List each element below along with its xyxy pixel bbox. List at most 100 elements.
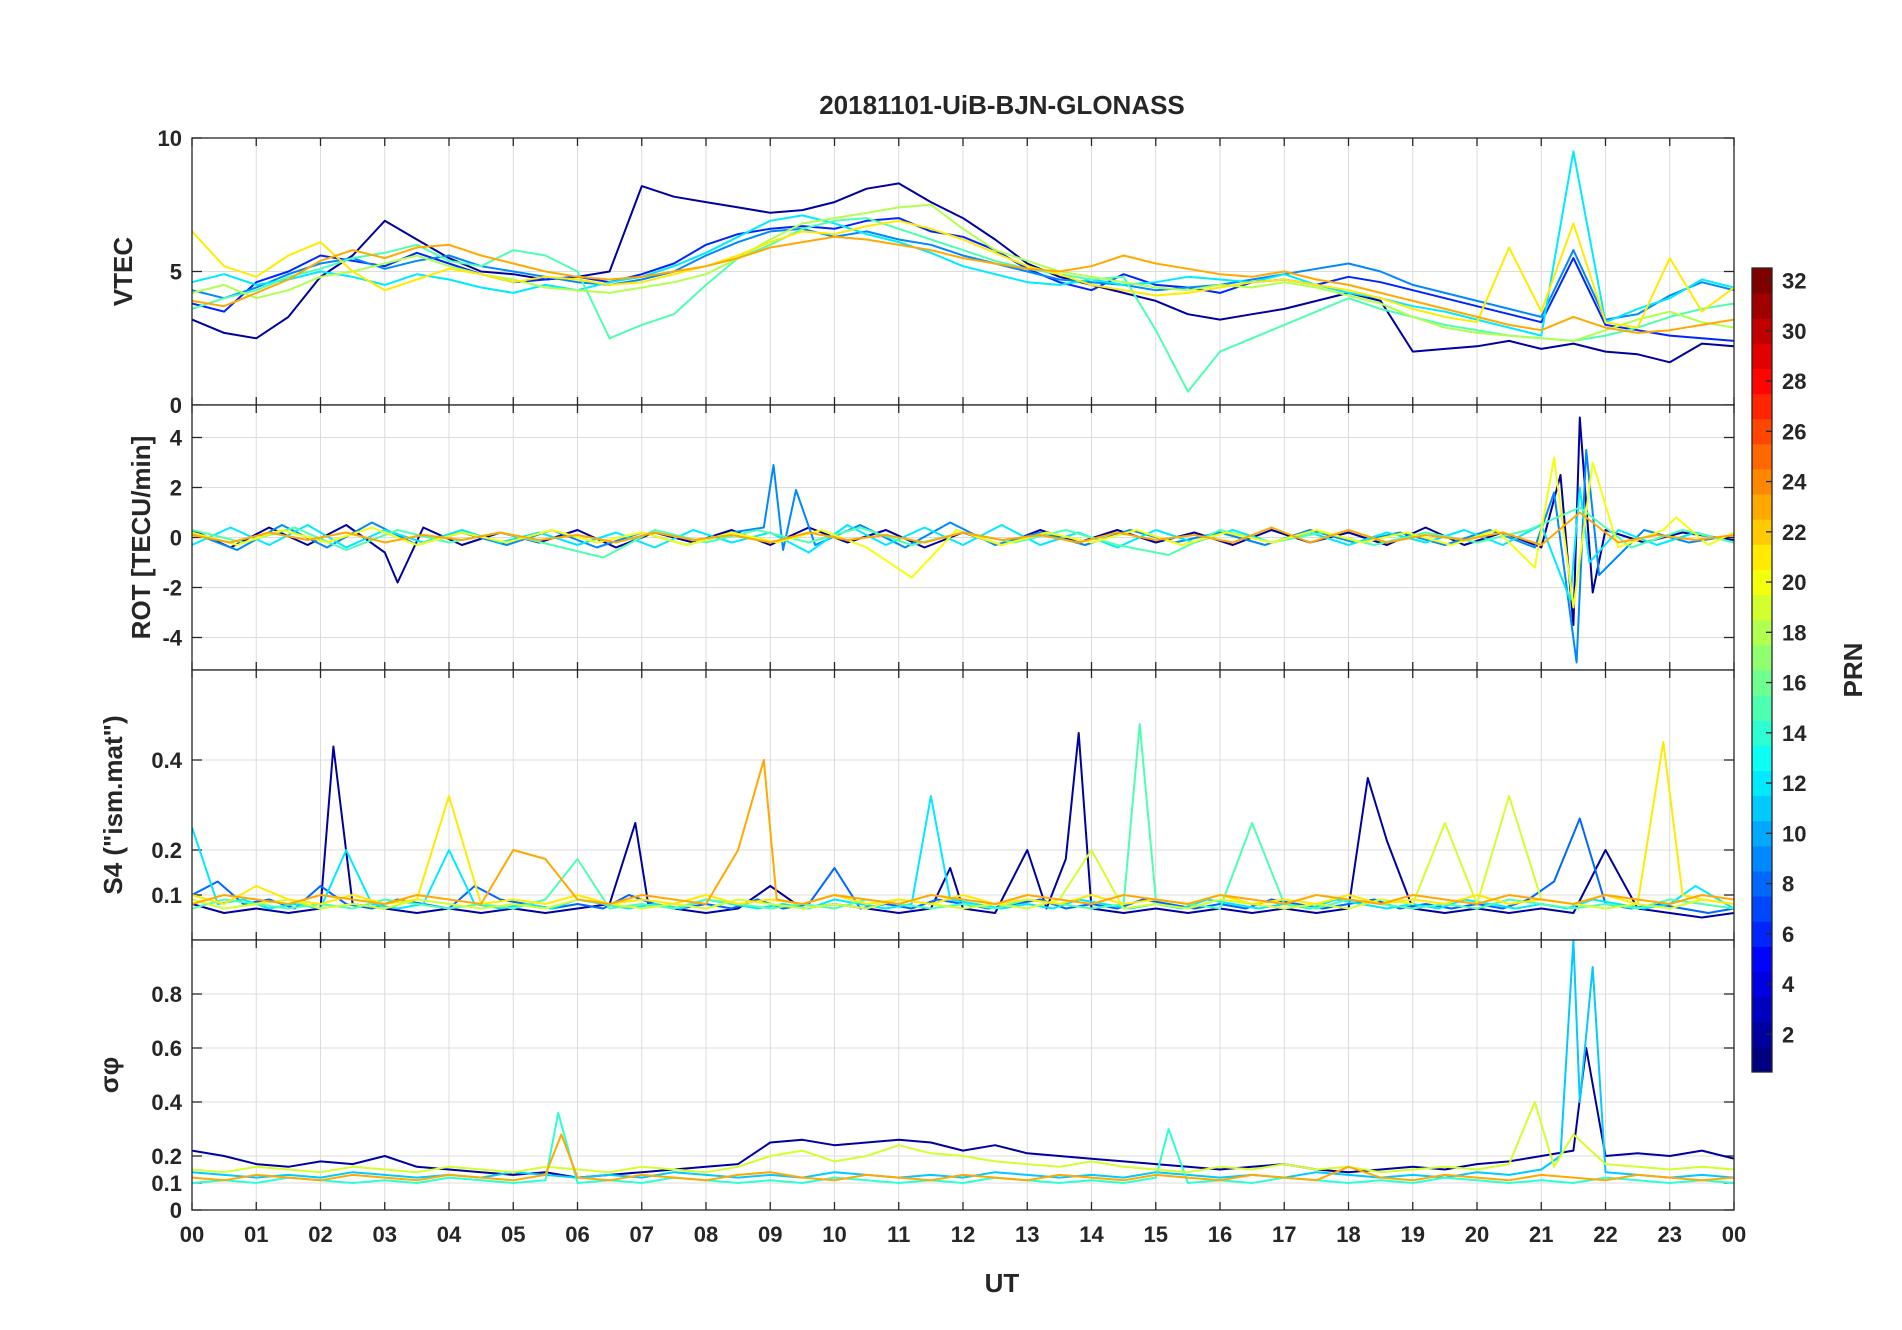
series-line-vtec-prn-18 (192, 203, 1734, 342)
series-line-sigma_phi-prn-19 (192, 1101, 1734, 1174)
colorbar-swatch (1752, 971, 1772, 998)
colorbar-swatch (1752, 1021, 1772, 1048)
colorbar-tick-label: 26 (1782, 419, 1806, 444)
series-line-vtec-prn-2 (192, 182, 1734, 364)
colorbar-tick-label: 10 (1782, 821, 1806, 846)
colorbar-swatch (1752, 820, 1772, 847)
series-line-vtec-prn-9 (192, 227, 1734, 321)
colorbar-tick-label: 18 (1782, 620, 1806, 645)
colorbar-swatch (1752, 619, 1772, 646)
y-axis-label: σφ (94, 1057, 124, 1093)
y-tick-label: 2 (170, 476, 182, 501)
series-group (192, 723, 1734, 919)
y-tick-label: 0 (170, 393, 182, 418)
x-tick-label: 00 (180, 1222, 204, 1247)
y-tick-label: 0 (170, 526, 182, 551)
panel-s4: 0.1 0.2 0.4 S4 ("ism.mat") (98, 669, 1735, 941)
y-tick-label: -2 (162, 576, 182, 601)
colorbar-swatch (1752, 293, 1772, 319)
colorbar-tick-label: 28 (1782, 369, 1806, 394)
y-tick-label: 0.2 (151, 1144, 182, 1169)
x-tick-label: 19 (1401, 1222, 1425, 1247)
x-tick-label: 09 (758, 1222, 782, 1247)
y-axis-label: ROT [TECU/min] (126, 436, 156, 640)
colorbar-swatch (1752, 443, 1772, 470)
y-tick-label: 0 (170, 1198, 182, 1223)
colorbar-swatch (1752, 670, 1772, 696)
colorbar-frame (1751, 267, 1773, 1073)
colorbar-swatch (1752, 569, 1772, 596)
colorbar-swatch (1752, 368, 1772, 395)
x-tick-label: 14 (1079, 1222, 1104, 1247)
colorbar-swatch (1752, 871, 1772, 897)
colorbar-label: PRN (1838, 643, 1868, 698)
panel-sigma_phi: 00.10.2 0.4 0.6 0.8 σφ (94, 939, 1735, 1223)
x-tick-label: 04 (437, 1222, 462, 1247)
series-line-sigma_phi-prn-2 (192, 1047, 1734, 1179)
chart-title: 20181101-UiB-BJN-GLONASS (819, 90, 1185, 120)
colorbar-swatch (1752, 268, 1772, 294)
colorbar-tick-label: 30 (1782, 319, 1806, 344)
colorbar-swatch (1752, 418, 1772, 445)
colorbar-tick-label: 4 (1782, 972, 1795, 997)
x-tick-label: 00 (1722, 1222, 1746, 1247)
x-tick-label: 16 (1208, 1222, 1232, 1247)
colorbar-swatch (1752, 896, 1772, 922)
series-group (192, 940, 1734, 1184)
series-line-sigma_phi-prn-23 (192, 1133, 1734, 1182)
colorbar-swatch (1752, 745, 1772, 771)
series-group (192, 416, 1734, 664)
y-tick-label: 0.8 (151, 982, 182, 1007)
panel-vtec: 0 5 10 VTEC (108, 126, 1735, 418)
y-tick-label: 0.2 (151, 838, 182, 863)
colorbar-swatch (1752, 720, 1772, 746)
y-axis-label: VTEC (108, 237, 138, 307)
x-tick-label: 18 (1336, 1222, 1360, 1247)
series-line-s4-prn-23 (192, 759, 1734, 905)
x-tick-label: 01 (244, 1222, 268, 1247)
colorbar-tick-label: 16 (1782, 671, 1806, 696)
colorbar-swatch (1752, 845, 1772, 872)
x-tick-label: 05 (501, 1222, 525, 1247)
x-tick-label: 02 (308, 1222, 332, 1247)
series-line-s4-prn-21 (192, 741, 1734, 905)
colorbar-swatch (1752, 644, 1772, 671)
colorbar-swatch (1752, 343, 1772, 369)
colorbar-swatch (1752, 393, 1772, 420)
colorbar-swatch (1752, 494, 1772, 520)
series-group (192, 150, 1734, 393)
x-tick-label: 17 (1272, 1222, 1296, 1247)
x-tick-label: 20 (1465, 1222, 1489, 1247)
colorbar-swatch (1752, 695, 1772, 721)
y-tick-label: 5 (170, 260, 182, 285)
colorbar-swatch (1752, 770, 1772, 797)
colorbar-swatch (1752, 469, 1772, 495)
y-tick-label: -4 (162, 626, 182, 651)
colorbar-swatch (1752, 544, 1772, 570)
colorbar-swatch (1752, 519, 1772, 545)
x-tick-label: 21 (1529, 1222, 1553, 1247)
y-tick-label: 0.4 (151, 1090, 182, 1115)
x-axis-label: UT (985, 1268, 1020, 1298)
colorbar-tick-label: 2 (1782, 1022, 1794, 1047)
y-tick-label: 0.4 (151, 748, 182, 773)
x-tick-label: 10 (822, 1222, 846, 1247)
series-line-vtec-prn-21 (192, 219, 1734, 329)
colorbar-swatch (1752, 921, 1772, 947)
x-tick-label: 23 (1658, 1222, 1682, 1247)
colorbar-swatch (1752, 318, 1772, 344)
colorbar-tick-label: 6 (1782, 922, 1794, 947)
x-tick-label: 07 (630, 1222, 654, 1247)
colorbar-swatch (1752, 996, 1772, 1023)
y-tick-label: 4 (170, 426, 183, 451)
x-tick-label: 03 (373, 1222, 397, 1247)
y-tick-label: 10 (158, 126, 182, 151)
colorbar-swatch (1752, 946, 1772, 972)
x-tick-label: 13 (1015, 1222, 1039, 1247)
series-line-vtec-prn-6 (192, 217, 1734, 342)
x-tick-label: 11 (887, 1222, 910, 1247)
colorbar-tick-label: 32 (1782, 269, 1806, 294)
colorbar-tick-label: 22 (1782, 520, 1806, 545)
